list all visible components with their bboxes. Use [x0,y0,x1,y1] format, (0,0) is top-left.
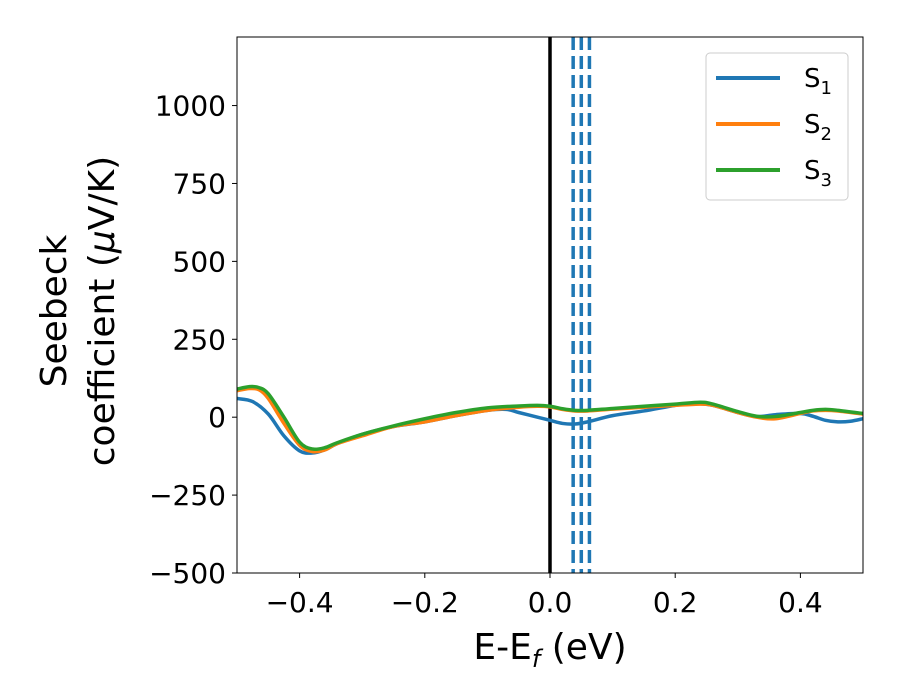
y-tick-label: 750 [173,167,226,200]
x-tick-label: −0.4 [266,586,334,619]
y-axis-title-line2: coefficient (μV/K) [82,156,123,466]
legend-label-s1: S1 [804,64,832,99]
legend-label-s2: S2 [804,110,832,145]
reference-lines [548,37,592,573]
y-tick-label: −250 [149,479,226,512]
legend: S1 S2 S3 [705,52,849,201]
y-tick-label: 1000 [155,90,226,123]
y-axis-ticks: −500 −250 0 250 500 750 1000 [149,90,237,590]
x-tick-label: −0.2 [391,586,459,619]
y-tick-label: 0 [208,401,226,434]
y-tick-label: 250 [173,323,226,356]
series-lines [237,384,863,455]
series-line-s3 [237,384,863,452]
x-axis-ticks: −0.4 −0.2 0.0 0.2 0.4 [266,573,823,619]
legend-frame [705,52,849,201]
legend-label-s3: S3 [804,156,832,191]
x-tick-label: 0.0 [528,586,573,619]
x-axis-title: E-Ef (eV) [473,627,626,673]
x-tick-label: 0.4 [778,586,823,619]
y-axis-title-line1: Seebeck [34,234,75,387]
y-axis-title: Seebeck coefficient (μV/K) [34,156,123,466]
y-tick-label: 500 [173,245,226,278]
x-tick-label: 0.2 [653,586,698,619]
y-tick-label: −500 [149,557,226,590]
